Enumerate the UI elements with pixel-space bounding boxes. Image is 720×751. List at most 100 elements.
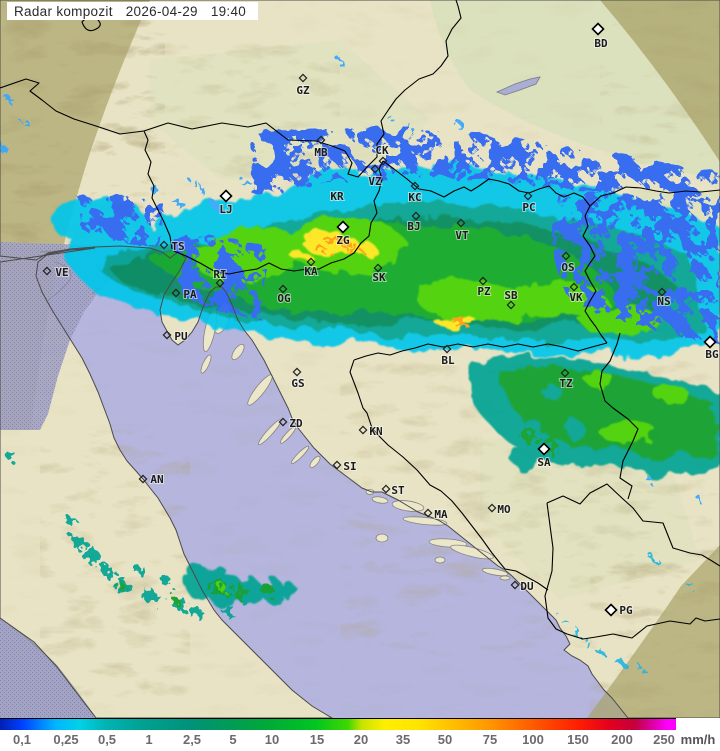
city-label-pz: PZ: [477, 285, 491, 298]
city-label-gz: GZ: [296, 84, 310, 97]
city-marker-zd: [278, 417, 288, 427]
city-marker-sa: [537, 442, 551, 456]
rain-blue-dots: [0, 61, 703, 503]
city-marker-ma: [423, 508, 433, 518]
city-label-an: AN: [150, 473, 163, 486]
city-marker-si: [332, 460, 342, 470]
city-label-ns: NS: [657, 295, 670, 308]
city-label-zg: ZG: [336, 234, 350, 247]
city-marker-ka: [306, 257, 316, 267]
city-marker-an: [138, 474, 148, 484]
legend-tick: 1: [145, 732, 153, 747]
city-marker-vt: [456, 218, 466, 228]
legend-tick: 20: [353, 732, 369, 747]
city-marker-mo: [487, 503, 497, 513]
city-label-vt: VT: [455, 229, 469, 242]
rain-sarajevo-cluster: [491, 383, 585, 472]
city-marker-ri: [215, 278, 225, 288]
city-label-ka: KA: [304, 265, 318, 278]
rain-orange: [316, 237, 468, 325]
city-marker-bd: [591, 22, 605, 36]
city-label-du: DU: [520, 580, 534, 593]
city-marker-zg: [336, 220, 350, 234]
rain-montenegro-bits: [562, 557, 693, 671]
legend-tick: 0,25: [53, 732, 79, 747]
city-markers-layer: VE TS LJ GZ MB CK VZ BD KR ZG KC BJ VT PC KA SK OG RI PA PU…: [42, 22, 720, 618]
legend-color-bar: [0, 718, 676, 730]
city-label-vk: VK: [569, 291, 583, 304]
city-marker-sb: [506, 300, 516, 310]
city-label-sb: SB: [504, 289, 518, 302]
legend-tick: 50: [437, 732, 453, 747]
legend-tick: 2,5: [182, 732, 202, 747]
out-of-range-sea-sw: [0, 618, 96, 718]
city-marker-st: [381, 484, 391, 494]
city-marker-gs: [292, 367, 302, 377]
city-marker-og: [278, 284, 288, 294]
legend-tick: 200: [611, 732, 633, 747]
rain-blue-speckles: [80, 128, 720, 345]
city-label-bl: BL: [441, 354, 455, 367]
legend-unit: mm/h: [680, 732, 716, 747]
city-label-ve: VE: [55, 266, 68, 279]
city-label-ma: MA: [434, 508, 448, 521]
city-marker-os: [561, 251, 571, 261]
city-marker-bg: [703, 335, 717, 349]
city-marker-bj: [411, 211, 421, 221]
city-marker-kc: [410, 181, 420, 191]
radar-map: VE TS LJ GZ MB CK VZ BD KR ZG KC BJ VT PC KA SK OG RI PA PU…: [0, 0, 720, 718]
city-marker-ts: [159, 240, 169, 250]
city-label-sa: SA: [537, 456, 551, 469]
apennines-relief: [40, 430, 190, 700]
city-label-vz: VZ: [368, 175, 382, 188]
city-label-lj: LJ: [219, 203, 232, 216]
out-of-range-layer: [0, 0, 720, 718]
city-label-bg: BG: [705, 348, 719, 361]
city-label-ts: TS: [171, 240, 184, 253]
out-of-range-sea-venice: [0, 242, 150, 430]
intensity-legend: 0,1 0,25 0,5 1 2,5 5 10 15 20 35 50 75 100 150 200 250 …: [0, 718, 720, 751]
title-time: 19:40: [210, 3, 247, 19]
city-label-pa: PA: [183, 288, 197, 301]
city-label-pc: PC: [522, 201, 535, 214]
city-label-si: SI: [343, 460, 356, 473]
city-marker-du: [510, 580, 520, 590]
app-title: Radar kompozit: [14, 3, 113, 19]
rain-south-adriatic: [184, 562, 298, 608]
city-label-sk: SK: [372, 271, 386, 284]
city-marker-lj: [219, 189, 233, 203]
city-marker-gz: [298, 73, 308, 83]
legend-tick: 250: [653, 732, 675, 747]
legend-tick: 0,5: [97, 732, 117, 747]
city-label-mo: MO: [497, 503, 511, 516]
city-label-kc: KC: [408, 191, 421, 204]
city-marker-ve: [42, 266, 52, 276]
legend-tick: 150: [567, 732, 589, 747]
precipitation-layer: [0, 61, 720, 671]
city-marker-bl: [442, 344, 452, 354]
city-marker-pz: [478, 276, 488, 286]
legend-tick: 100: [522, 732, 544, 747]
city-marker-vz: [370, 164, 380, 174]
title-date: 2026-04-29: [125, 3, 198, 19]
city-marker-kn: [358, 425, 368, 435]
rain-italy-cells: [5, 450, 250, 618]
city-marker-sk: [373, 263, 383, 273]
city-label-pg: PG: [619, 604, 633, 617]
city-label-st: ST: [391, 484, 405, 497]
radar-map-svg: VE TS LJ GZ MB CK VZ BD KR ZG KC BJ VT PC KA SK OG RI PA PU…: [0, 0, 720, 718]
city-label-tz: TZ: [559, 377, 573, 390]
city-marker-vk: [569, 282, 579, 292]
legend-tick: 75: [482, 732, 498, 747]
lake-balaton: [495, 76, 541, 96]
city-marker-ck: [378, 156, 388, 166]
city-label-kn: KN: [369, 425, 382, 438]
city-marker-pu: [162, 330, 172, 340]
legend-tick: 0,1: [12, 732, 32, 747]
city-label-ck: CK: [375, 144, 389, 157]
legend-tick: 5: [229, 732, 237, 747]
city-label-bj: BJ: [407, 220, 420, 233]
city-label-os: OS: [561, 261, 574, 274]
city-marker-mb: [316, 135, 326, 145]
